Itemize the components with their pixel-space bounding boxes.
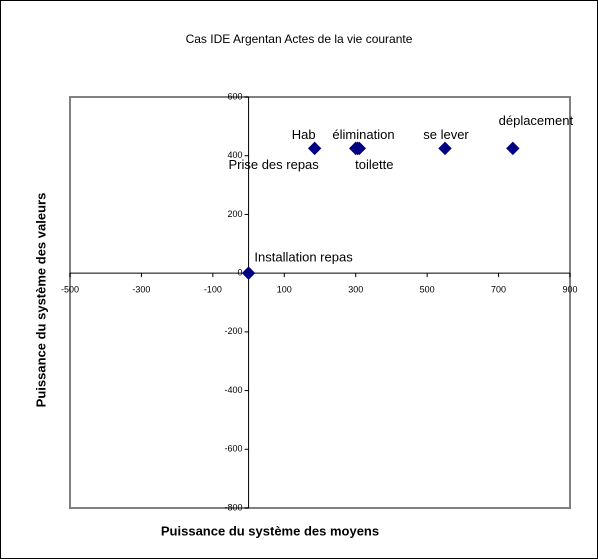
y-tick-label: 600: [228, 91, 243, 101]
point: [241, 266, 256, 280]
point-label: se lever: [423, 127, 469, 142]
point: [307, 141, 322, 156]
y-tick-label: -800: [225, 502, 243, 512]
chart-title: Cas IDE Argentan Actes de la vie courant…: [186, 32, 413, 46]
x-tick-label: -500: [61, 285, 79, 295]
point: [352, 141, 366, 156]
x-tick-label: 500: [420, 285, 435, 295]
y-tick-label: 400: [228, 150, 243, 160]
point-label: Prise des repas: [228, 157, 319, 172]
y-tick-label: -600: [225, 444, 243, 454]
x-axis-label: Puissance du système des moyens: [161, 523, 379, 538]
y-tick-label: -200: [225, 326, 243, 336]
point-label: toilette: [355, 157, 393, 172]
y-axis-label: Puissance du système des valeurs: [33, 193, 48, 408]
y-tick-label: 0: [238, 268, 243, 278]
x-tick-label: 300: [348, 285, 363, 295]
y-tick-label: 200: [228, 209, 243, 219]
x-tick-label: 700: [491, 285, 506, 295]
x-tick-label: 900: [562, 285, 577, 295]
plot-area: [69, 96, 571, 509]
point-label: Hab: [292, 127, 316, 142]
point-label: déplacement: [499, 113, 574, 128]
point: [506, 141, 520, 156]
point: [438, 141, 452, 156]
y-tick-label: -400: [225, 385, 243, 395]
point-label: élimination: [332, 127, 394, 142]
x-tick-label: -100: [204, 285, 222, 295]
x-tick-label: 100: [277, 285, 292, 295]
x-tick-label: -300: [132, 285, 150, 295]
point-label: Installation repas: [254, 250, 353, 265]
